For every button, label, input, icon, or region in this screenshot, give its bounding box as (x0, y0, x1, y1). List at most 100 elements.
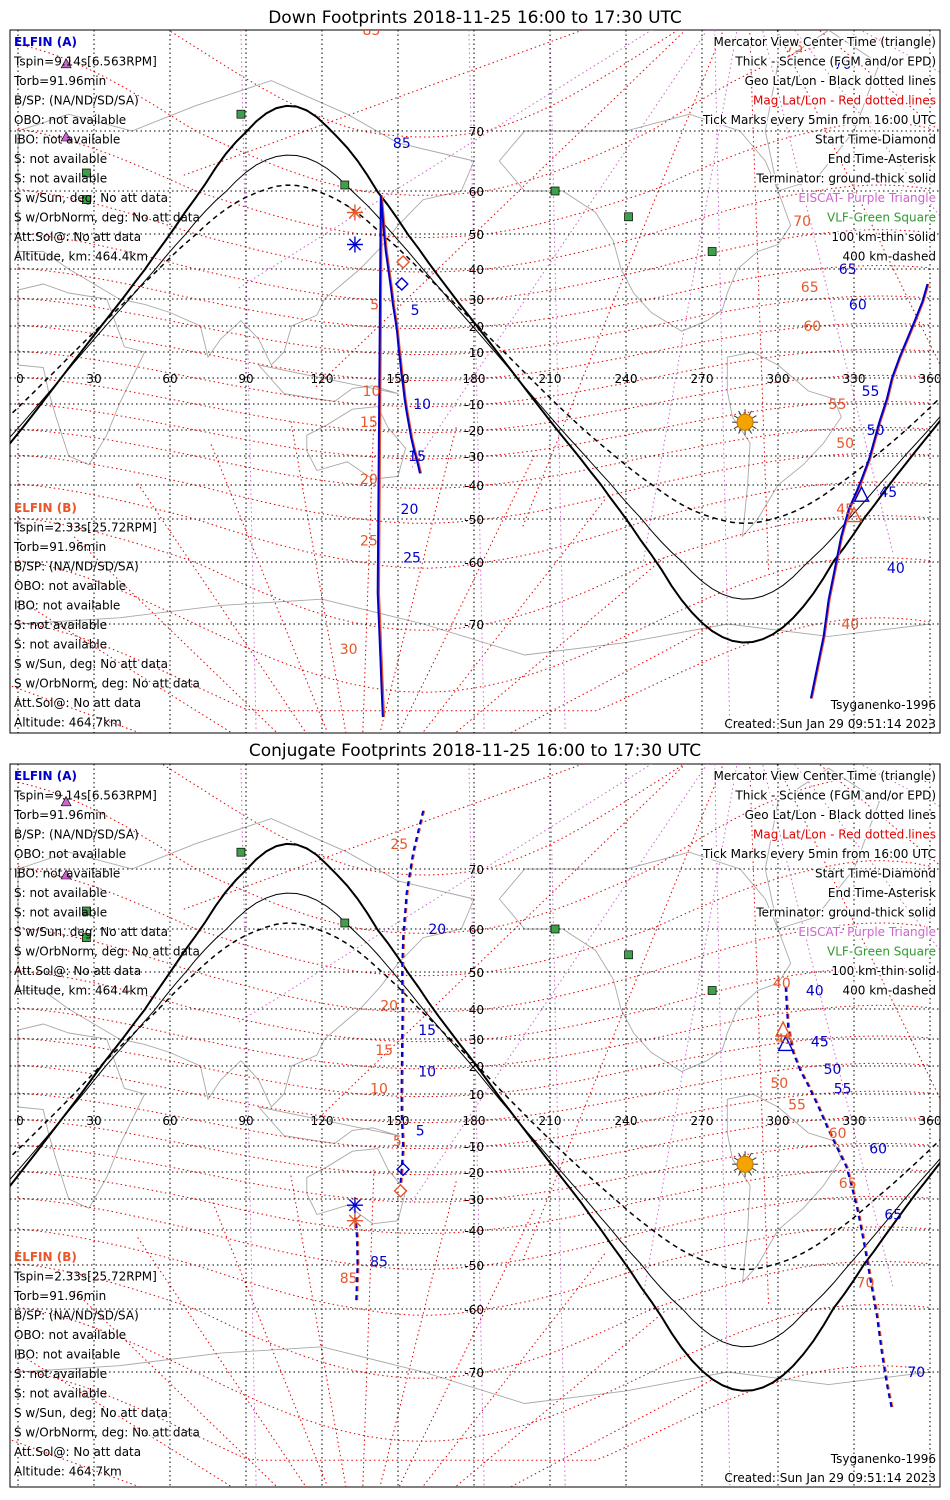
stations (60, 58, 717, 256)
track-label-b: 5 (370, 297, 379, 313)
lat-tick-label: -50 (464, 1259, 484, 1273)
track-label-a: 50 (867, 423, 885, 439)
track-elfin-a (376, 195, 421, 718)
mag-lat-line (17, 1004, 931, 1070)
coastline (498, 851, 792, 1073)
elfin-b-line: Att.Sol@: No att data (14, 696, 141, 710)
elfin-a-info: ELFIN (A) Tspin=9.14s[6.563RPM] Torb=91.96… (13, 35, 200, 264)
elfin-a-line: Altitude, km: 464.4km (14, 984, 148, 998)
lat-tick-label: 60 (469, 185, 484, 199)
track-label-a: 70 (907, 1365, 925, 1381)
lat-tick-label: -50 (464, 513, 484, 527)
elfin-a-line: Att.Sol@: No att data (14, 964, 141, 978)
vlf-square (340, 180, 350, 190)
track-label-a: 85 (370, 1255, 388, 1271)
lat-tick-label: 40 (469, 263, 484, 277)
elfin-a-line: S w/OrbNorm, deg: No att data (14, 211, 200, 225)
coastline (764, 767, 880, 930)
elfin-a-line: B/SP: (NA/ND/SD/SA) (14, 94, 139, 108)
elfin-a-line: Torb=91.96min (13, 74, 106, 88)
geo-grid (10, 30, 940, 733)
mag-meridian (522, 764, 724, 1261)
elfin-a-line: OBO: not available (14, 847, 126, 861)
track-label-b: 65 (839, 1176, 857, 1192)
elfin-b-line: S: not available (14, 1367, 107, 1381)
track-label-b: 20 (360, 472, 378, 488)
terminator-400km (10, 922, 940, 1271)
orbit-tracks (353, 809, 894, 1410)
model-label: Tsyganenko-1996 (830, 1452, 936, 1466)
mag-meridian (468, 30, 485, 733)
track-label-b: 55 (788, 1097, 806, 1113)
created-label: Created: Sun Jan 29 09:51:14 2023 (724, 717, 936, 731)
lat-tick-label: -10 (464, 398, 484, 412)
elfin-a-line: S: not available (14, 152, 107, 166)
track-label-b: 70 (857, 1276, 875, 1292)
vlf-square (340, 918, 350, 928)
mag-meridian (71, 1288, 278, 1487)
lat-tick-label: 30 (469, 293, 484, 307)
mag-lat-line (17, 860, 931, 977)
track-label-a: 40 (887, 561, 905, 577)
lat-tick-label: 20 (469, 1060, 484, 1074)
lon-tick-label: 210 (539, 1114, 562, 1128)
track-label-b: 40 (841, 617, 859, 633)
eiscat-triangle (60, 58, 72, 69)
legend-entry: End Time-Asterisk (828, 886, 936, 900)
lat-tick-label: 20 (469, 320, 484, 334)
start-diamond (393, 1183, 408, 1198)
elfin-b-line: Att.Sol@: No att data (14, 1445, 141, 1459)
track-label-a: 65 (839, 262, 857, 278)
lat-tick-label: -40 (464, 1224, 484, 1238)
axis-ticks: 0 30 60 90 120 150 180 210 240 270 300 330 360 70 60 50… (16, 863, 941, 1380)
lon-tick-label: 60 (162, 372, 177, 386)
elfin-b-line: IBO: not available (14, 1348, 120, 1362)
track-label-a: 45 (879, 485, 897, 501)
map-frame (9, 763, 941, 1488)
lon-tick-label: 360 (919, 1114, 942, 1128)
track-label-b: 20 (380, 998, 398, 1014)
legend-entry: 400 km-dashed (842, 250, 936, 264)
track-label-b: 40 (773, 976, 791, 992)
track-label-b: 10 (370, 1081, 388, 1097)
mag-meridian (818, 30, 940, 133)
mag-lat-line (17, 426, 931, 489)
start-diamond (394, 277, 409, 291)
vlf-square (82, 933, 91, 942)
lat-tick-label: -30 (464, 1193, 484, 1207)
elfin-b-line: Torb=91.96min (13, 540, 106, 554)
mag-lat-line (17, 557, 931, 693)
lon-tick-label: 150 (387, 1114, 410, 1128)
lon-tick-label: 120 (311, 1114, 334, 1128)
mag-lat-line (17, 400, 931, 460)
legend-entry: Tick Marks every 5min from 16:00 UTC (702, 847, 936, 861)
track-label-b: 60 (829, 1126, 847, 1142)
mag-meridian (315, 30, 687, 388)
legend-entry: VLF-Green Square (827, 211, 936, 225)
elfin-b-line: S w/OrbNorm, deg: No att data (14, 677, 200, 691)
track-label-a: 70 (834, 57, 852, 73)
mag-lat-line (17, 1168, 931, 1235)
mag-meridian (549, 30, 566, 733)
elfin-b-header: ELFIN (B) (14, 501, 77, 515)
center-triangle (774, 1020, 792, 1037)
lat-tick-label: -20 (464, 424, 484, 438)
elfin-b-line: S: not available (14, 1387, 107, 1401)
track-label-a: 60 (869, 1142, 887, 1158)
lon-tick-label: 0 (16, 372, 24, 386)
elfin-a-line: S: not available (14, 906, 107, 920)
vlf-square (82, 168, 91, 178)
mag-meridian (379, 1178, 458, 1487)
track-label-b: 15 (360, 415, 378, 431)
lat-tick-label: 60 (469, 923, 484, 937)
end-asterisk (346, 236, 363, 253)
track-label-a: 10 (418, 1065, 436, 1081)
terminator-400km (10, 184, 940, 525)
vlf-square (624, 950, 633, 960)
mag-meridian (421, 1251, 607, 1487)
elfin-a-line: Tspin=9.14s[6.563RPM] (13, 789, 157, 803)
elfin-b-line: S w/OrbNorm, deg: No att data (14, 1426, 200, 1440)
legend-entry: Terminator: ground-thick solid (755, 172, 936, 186)
lat-tick-label: -40 (464, 479, 484, 493)
track-label-a: 5 (411, 303, 420, 319)
